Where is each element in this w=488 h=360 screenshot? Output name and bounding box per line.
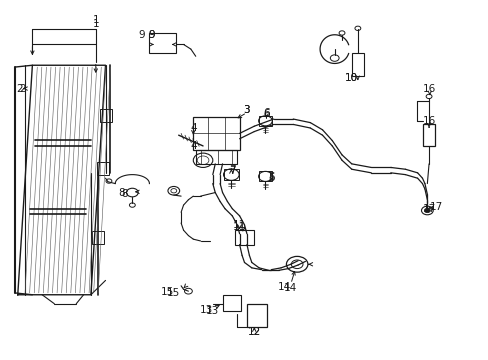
Text: 11: 11	[232, 220, 246, 230]
Text: 9: 9	[138, 30, 144, 40]
Text: 3: 3	[243, 105, 250, 115]
Text: 15: 15	[167, 288, 180, 298]
Bar	[258, 171, 272, 181]
Text: 17: 17	[422, 204, 435, 214]
Bar	[100, 109, 112, 122]
Text: 5: 5	[267, 172, 274, 182]
Text: 13: 13	[199, 305, 212, 315]
Text: 7: 7	[228, 165, 235, 175]
Text: 2: 2	[16, 84, 22, 94]
Bar	[351, 53, 363, 76]
Text: 6: 6	[263, 109, 269, 119]
Bar	[223, 169, 239, 180]
Bar	[195, 149, 237, 164]
Bar	[246, 304, 267, 327]
Text: 8: 8	[118, 188, 125, 198]
Text: 4: 4	[190, 141, 196, 151]
Text: 1: 1	[92, 19, 99, 29]
Text: 6: 6	[263, 108, 269, 118]
Bar	[422, 125, 434, 146]
Text: 3: 3	[243, 105, 250, 115]
Circle shape	[424, 208, 429, 213]
Text: 12: 12	[247, 327, 260, 337]
Text: 14: 14	[284, 283, 297, 293]
Text: 5: 5	[267, 173, 274, 183]
Text: 7: 7	[228, 166, 235, 176]
Bar	[222, 295, 241, 311]
Text: 16: 16	[422, 84, 435, 94]
Text: 16: 16	[422, 116, 435, 126]
Text: 15: 15	[160, 287, 173, 297]
Bar	[149, 33, 176, 53]
Bar	[96, 162, 108, 175]
Bar	[193, 117, 239, 149]
Text: 14: 14	[277, 282, 290, 292]
Text: 2: 2	[20, 84, 26, 94]
Text: 17: 17	[429, 202, 442, 212]
Text: 9: 9	[148, 30, 155, 40]
Text: 11: 11	[232, 222, 246, 231]
Text: 8: 8	[122, 189, 128, 199]
Bar	[234, 230, 254, 244]
Text: 1: 1	[92, 15, 99, 26]
Bar	[258, 116, 272, 126]
Text: 12: 12	[247, 327, 260, 337]
Text: 9: 9	[148, 30, 155, 40]
Text: 10: 10	[345, 73, 358, 83]
Text: 10: 10	[345, 73, 358, 83]
Text: 13: 13	[206, 306, 219, 316]
Text: 4: 4	[190, 123, 196, 133]
Bar	[92, 231, 104, 244]
